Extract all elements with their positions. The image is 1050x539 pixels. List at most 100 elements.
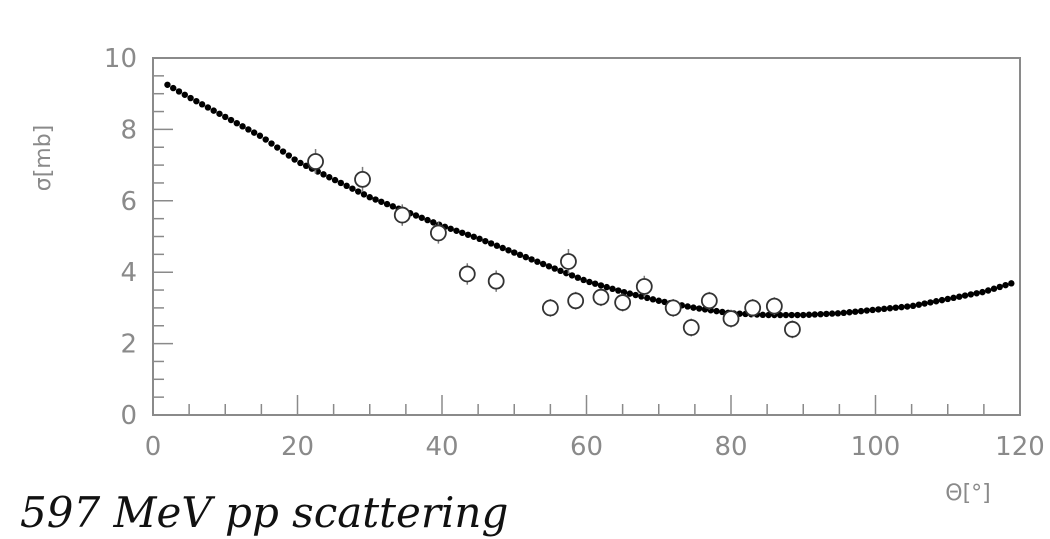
data-point: [744, 299, 762, 317]
data-point: [614, 294, 632, 311]
curve-point: [256, 132, 264, 139]
curve-point: [655, 297, 662, 304]
curve-point: [915, 301, 923, 308]
curve-point: [719, 308, 726, 316]
curve-point: [516, 251, 524, 259]
curve-point: [297, 159, 304, 167]
curve-point: [545, 263, 553, 270]
curve-point: [713, 307, 720, 315]
curve-point: [788, 311, 795, 319]
curve-point: [534, 258, 541, 265]
curve-point: [447, 225, 454, 232]
y-axis-ticks: [153, 57, 173, 416]
curve-point: [782, 311, 790, 319]
data-point: [592, 288, 610, 306]
curve-point: [776, 311, 784, 319]
data-point: [458, 265, 476, 283]
curve-point: [372, 196, 379, 203]
curve-point: [609, 285, 616, 293]
curve-point: [632, 291, 639, 299]
curve-point: [834, 310, 842, 317]
x-tick-label: 100: [851, 432, 901, 462]
curve-point: [418, 214, 425, 221]
curve-point: [216, 110, 223, 117]
data-point: [393, 206, 411, 224]
curve-point: [493, 242, 501, 249]
data-point: [487, 272, 505, 290]
data-point: [354, 170, 371, 188]
data-point: [784, 320, 801, 338]
curve-point: [233, 119, 241, 127]
curve-point: [250, 129, 258, 136]
x-axis-label: Θ[°]: [945, 481, 990, 506]
x-tick-label: 20: [281, 432, 314, 462]
curve-point: [464, 231, 472, 238]
y-tick-label: 6: [120, 187, 137, 217]
curve-point: [759, 311, 766, 319]
y-axis-label: σ[mb]: [31, 125, 56, 192]
y-tick-label: 4: [120, 258, 137, 288]
curve-point: [181, 91, 188, 98]
curve-point: [193, 97, 200, 105]
curve-point: [476, 235, 483, 243]
curve-point: [938, 296, 946, 304]
curve-point: [846, 309, 853, 316]
curve-point: [204, 104, 212, 111]
curve-point: [522, 253, 530, 261]
curve-point: [262, 136, 269, 143]
data-point: [682, 319, 700, 336]
curve-point: [198, 101, 206, 108]
curve-point: [643, 294, 651, 302]
y-tick-label: 0: [120, 401, 137, 431]
data-point: [560, 253, 577, 270]
curve-point: [892, 304, 899, 311]
theory-curve-series: [164, 81, 1015, 319]
curve-point: [551, 265, 558, 272]
curve-point: [649, 296, 657, 303]
curve-point: [863, 307, 871, 314]
curve-point: [944, 295, 951, 303]
curve-point: [482, 237, 489, 245]
curve-point: [580, 276, 587, 284]
data-point: [429, 224, 447, 242]
curve-point: [967, 291, 975, 298]
curve-point: [343, 182, 350, 190]
data-point: [541, 299, 559, 317]
curve-point: [904, 303, 911, 310]
x-tick-label: 60: [570, 432, 603, 462]
curve-point: [684, 303, 691, 310]
curve-point: [690, 304, 697, 311]
curve-point: [909, 302, 917, 310]
curve-point: [886, 305, 894, 312]
y-axis-tick-labels: 0 2 4 6 8 10: [104, 44, 137, 431]
curve-point: [227, 116, 235, 124]
data-point: [664, 299, 682, 317]
x-axis-ticks: [152, 395, 1021, 415]
x-axis-tick-labels: 0 20 40 60 80 100 120: [145, 432, 1045, 462]
curve-point: [586, 278, 593, 286]
curve-point: [354, 188, 362, 195]
curve-point: [568, 272, 576, 279]
curve-point: [823, 310, 830, 318]
curve-point: [805, 311, 813, 318]
curve-point: [956, 293, 963, 300]
measured-data-series: [307, 149, 801, 339]
curve-point: [453, 227, 460, 234]
curve-point: [615, 287, 622, 294]
curve-point: [210, 107, 217, 114]
curve-point: [979, 288, 986, 296]
curve-point: [412, 212, 420, 219]
curve-point: [268, 140, 275, 147]
curve-point: [985, 287, 992, 294]
x-tick-label: 0: [145, 432, 162, 462]
curve-point: [360, 191, 368, 198]
curve-point: [626, 290, 634, 297]
curve-point: [170, 84, 177, 92]
curve-point: [857, 307, 865, 315]
y-tick-label: 10: [104, 44, 137, 74]
data-point: [307, 153, 324, 170]
curve-point: [539, 260, 547, 268]
curve-point: [274, 144, 281, 151]
curve-point: [337, 179, 345, 187]
curve-point: [869, 306, 876, 314]
